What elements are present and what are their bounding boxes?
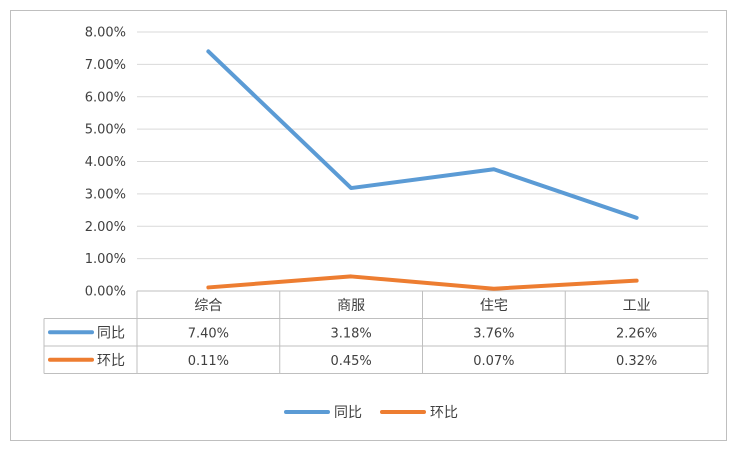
series-lines [206,49,639,291]
grid-lines [137,31,708,292]
y-tick-label: 3.00% [85,187,126,202]
y-tick-label: 1.00% [85,252,126,267]
series-line [206,49,639,220]
category-label: 住宅 [480,298,508,314]
y-tick-label: 5.00% [85,123,126,138]
y-tick-label: 0.00% [85,285,126,300]
legend: 同比 环比 [284,405,458,421]
category-label: 商服 [337,298,365,314]
table-cell-value: 0.32% [616,354,657,369]
table-cell-value: 3.76% [473,326,514,341]
y-tick-label: 4.00% [85,155,126,170]
table-series-name: 环比 [97,353,125,369]
y-axis: 0.00% 1.00% 2.00% 3.00% 4.00% 5.00% 6.00% 7.00%… [85,26,126,300]
table-cell-value: 3.18% [330,326,371,341]
table-cell-value: 2.26% [616,326,657,341]
legend-label: 同比 [334,405,362,421]
table-cell-value: 0.45% [330,354,371,369]
y-tick-label: 2.00% [85,220,126,235]
legend-label: 环比 [430,405,458,421]
y-tick-label: 7.00% [85,58,126,73]
category-label: 工业 [623,298,651,314]
category-label: 综合 [194,298,222,314]
table-cell-value: 0.07% [473,354,514,369]
chart-frame [10,10,727,441]
y-tick-label: 6.00% [85,90,126,105]
table-cell-value: 7.40% [188,326,229,341]
y-tick-label: 8.00% [85,26,126,41]
table-series-name: 同比 [97,325,125,341]
series-line [206,274,639,291]
table-cell-value: 0.11% [188,354,229,369]
